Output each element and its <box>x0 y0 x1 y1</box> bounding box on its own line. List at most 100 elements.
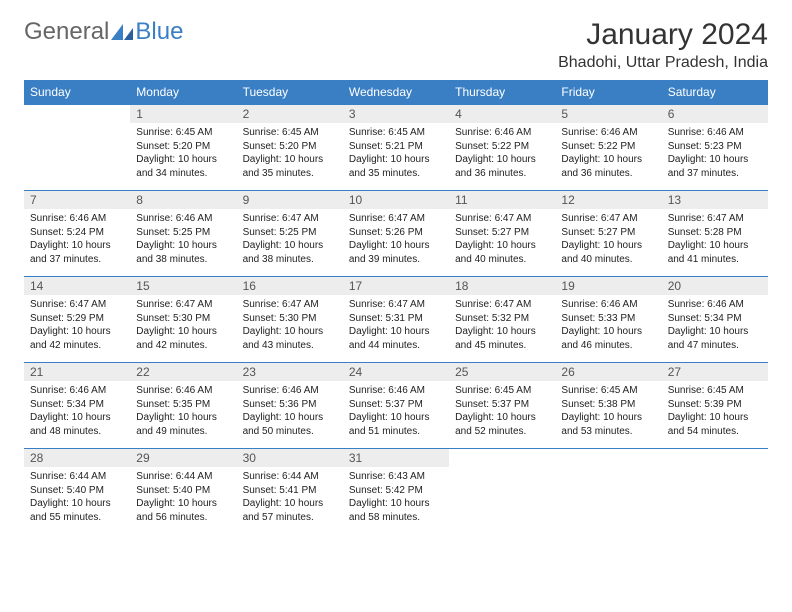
sunrise-text: Sunrise: 6:46 AM <box>30 212 124 226</box>
weekday-header: Monday <box>130 80 236 105</box>
calendar-cell: 2Sunrise: 6:45 AMSunset: 5:20 PMDaylight… <box>237 105 343 191</box>
sunset-text: Sunset: 5:26 PM <box>349 226 443 240</box>
day-number: 12 <box>555 191 661 209</box>
day-details: Sunrise: 6:44 AMSunset: 5:41 PMDaylight:… <box>237 467 343 528</box>
sunrise-text: Sunrise: 6:44 AM <box>136 470 230 484</box>
day-details: Sunrise: 6:46 AMSunset: 5:37 PMDaylight:… <box>343 381 449 442</box>
daylight-text: Daylight: 10 hours and 36 minutes. <box>561 153 655 180</box>
day-details: Sunrise: 6:46 AMSunset: 5:33 PMDaylight:… <box>555 295 661 356</box>
sunset-text: Sunset: 5:37 PM <box>349 398 443 412</box>
sunrise-text: Sunrise: 6:45 AM <box>243 126 337 140</box>
day-details: Sunrise: 6:47 AMSunset: 5:25 PMDaylight:… <box>237 209 343 270</box>
calendar-week-row: 21Sunrise: 6:46 AMSunset: 5:34 PMDayligh… <box>24 363 768 449</box>
day-number: 31 <box>343 449 449 467</box>
calendar-cell <box>449 449 555 535</box>
calendar-cell: 28Sunrise: 6:44 AMSunset: 5:40 PMDayligh… <box>24 449 130 535</box>
calendar-cell: 19Sunrise: 6:46 AMSunset: 5:33 PMDayligh… <box>555 277 661 363</box>
sunset-text: Sunset: 5:34 PM <box>668 312 762 326</box>
calendar-cell <box>555 449 661 535</box>
day-number: 25 <box>449 363 555 381</box>
day-number: 13 <box>662 191 768 209</box>
sunrise-text: Sunrise: 6:44 AM <box>243 470 337 484</box>
sunrise-text: Sunrise: 6:45 AM <box>136 126 230 140</box>
day-number: 9 <box>237 191 343 209</box>
day-details: Sunrise: 6:46 AMSunset: 5:34 PMDaylight:… <box>662 295 768 356</box>
day-number: 3 <box>343 105 449 123</box>
header: General Blue January 2024 Bhadohi, Uttar… <box>24 18 768 72</box>
day-details: Sunrise: 6:43 AMSunset: 5:42 PMDaylight:… <box>343 467 449 528</box>
daylight-text: Daylight: 10 hours and 56 minutes. <box>136 497 230 524</box>
sunrise-text: Sunrise: 6:47 AM <box>30 298 124 312</box>
daylight-text: Daylight: 10 hours and 45 minutes. <box>455 325 549 352</box>
sunset-text: Sunset: 5:35 PM <box>136 398 230 412</box>
day-number: 27 <box>662 363 768 381</box>
sunrise-text: Sunrise: 6:47 AM <box>455 212 549 226</box>
calendar-cell: 15Sunrise: 6:47 AMSunset: 5:30 PMDayligh… <box>130 277 236 363</box>
daylight-text: Daylight: 10 hours and 35 minutes. <box>349 153 443 180</box>
day-details: Sunrise: 6:47 AMSunset: 5:26 PMDaylight:… <box>343 209 449 270</box>
sunset-text: Sunset: 5:33 PM <box>561 312 655 326</box>
day-details: Sunrise: 6:47 AMSunset: 5:32 PMDaylight:… <box>449 295 555 356</box>
day-details: Sunrise: 6:45 AMSunset: 5:21 PMDaylight:… <box>343 123 449 184</box>
calendar-cell: 5Sunrise: 6:46 AMSunset: 5:22 PMDaylight… <box>555 105 661 191</box>
calendar-cell: 30Sunrise: 6:44 AMSunset: 5:41 PMDayligh… <box>237 449 343 535</box>
sunset-text: Sunset: 5:21 PM <box>349 140 443 154</box>
daylight-text: Daylight: 10 hours and 44 minutes. <box>349 325 443 352</box>
sunrise-text: Sunrise: 6:47 AM <box>349 212 443 226</box>
sunrise-text: Sunrise: 6:47 AM <box>455 298 549 312</box>
day-number: 14 <box>24 277 130 295</box>
sunset-text: Sunset: 5:27 PM <box>561 226 655 240</box>
daylight-text: Daylight: 10 hours and 38 minutes. <box>136 239 230 266</box>
sunrise-text: Sunrise: 6:45 AM <box>349 126 443 140</box>
day-details: Sunrise: 6:44 AMSunset: 5:40 PMDaylight:… <box>130 467 236 528</box>
calendar-week-row: 14Sunrise: 6:47 AMSunset: 5:29 PMDayligh… <box>24 277 768 363</box>
day-number: 11 <box>449 191 555 209</box>
daylight-text: Daylight: 10 hours and 42 minutes. <box>30 325 124 352</box>
day-details: Sunrise: 6:47 AMSunset: 5:31 PMDaylight:… <box>343 295 449 356</box>
calendar-cell: 25Sunrise: 6:45 AMSunset: 5:37 PMDayligh… <box>449 363 555 449</box>
calendar-cell: 4Sunrise: 6:46 AMSunset: 5:22 PMDaylight… <box>449 105 555 191</box>
sunrise-text: Sunrise: 6:46 AM <box>668 298 762 312</box>
sunset-text: Sunset: 5:22 PM <box>455 140 549 154</box>
day-number: 1 <box>130 105 236 123</box>
calendar-cell: 21Sunrise: 6:46 AMSunset: 5:34 PMDayligh… <box>24 363 130 449</box>
day-number: 28 <box>24 449 130 467</box>
sunset-text: Sunset: 5:42 PM <box>349 484 443 498</box>
daylight-text: Daylight: 10 hours and 51 minutes. <box>349 411 443 438</box>
day-number: 24 <box>343 363 449 381</box>
sunset-text: Sunset: 5:28 PM <box>668 226 762 240</box>
daylight-text: Daylight: 10 hours and 35 minutes. <box>243 153 337 180</box>
day-details: Sunrise: 6:46 AMSunset: 5:35 PMDaylight:… <box>130 381 236 442</box>
sunset-text: Sunset: 5:25 PM <box>243 226 337 240</box>
day-details: Sunrise: 6:46 AMSunset: 5:36 PMDaylight:… <box>237 381 343 442</box>
day-details: Sunrise: 6:45 AMSunset: 5:37 PMDaylight:… <box>449 381 555 442</box>
calendar-cell: 6Sunrise: 6:46 AMSunset: 5:23 PMDaylight… <box>662 105 768 191</box>
sunrise-text: Sunrise: 6:44 AM <box>30 470 124 484</box>
day-details: Sunrise: 6:47 AMSunset: 5:30 PMDaylight:… <box>237 295 343 356</box>
sunset-text: Sunset: 5:25 PM <box>136 226 230 240</box>
calendar-cell: 13Sunrise: 6:47 AMSunset: 5:28 PMDayligh… <box>662 191 768 277</box>
calendar-week-row: 1Sunrise: 6:45 AMSunset: 5:20 PMDaylight… <box>24 105 768 191</box>
day-number: 6 <box>662 105 768 123</box>
calendar-cell: 1Sunrise: 6:45 AMSunset: 5:20 PMDaylight… <box>130 105 236 191</box>
sunrise-text: Sunrise: 6:45 AM <box>455 384 549 398</box>
calendar-cell <box>662 449 768 535</box>
sunrise-text: Sunrise: 6:43 AM <box>349 470 443 484</box>
sunset-text: Sunset: 5:20 PM <box>243 140 337 154</box>
calendar-cell: 3Sunrise: 6:45 AMSunset: 5:21 PMDaylight… <box>343 105 449 191</box>
sunset-text: Sunset: 5:40 PM <box>30 484 124 498</box>
calendar-cell: 14Sunrise: 6:47 AMSunset: 5:29 PMDayligh… <box>24 277 130 363</box>
calendar-cell: 16Sunrise: 6:47 AMSunset: 5:30 PMDayligh… <box>237 277 343 363</box>
day-number: 30 <box>237 449 343 467</box>
sunrise-text: Sunrise: 6:46 AM <box>561 298 655 312</box>
calendar-body: 1Sunrise: 6:45 AMSunset: 5:20 PMDaylight… <box>24 105 768 535</box>
logo-sail-icon <box>111 24 133 40</box>
day-details: Sunrise: 6:46 AMSunset: 5:22 PMDaylight:… <box>449 123 555 184</box>
calendar-cell: 12Sunrise: 6:47 AMSunset: 5:27 PMDayligh… <box>555 191 661 277</box>
sunrise-text: Sunrise: 6:46 AM <box>136 212 230 226</box>
weekday-header: Tuesday <box>237 80 343 105</box>
calendar-cell: 7Sunrise: 6:46 AMSunset: 5:24 PMDaylight… <box>24 191 130 277</box>
day-details: Sunrise: 6:45 AMSunset: 5:38 PMDaylight:… <box>555 381 661 442</box>
logo: General Blue <box>24 18 183 46</box>
calendar-cell: 9Sunrise: 6:47 AMSunset: 5:25 PMDaylight… <box>237 191 343 277</box>
